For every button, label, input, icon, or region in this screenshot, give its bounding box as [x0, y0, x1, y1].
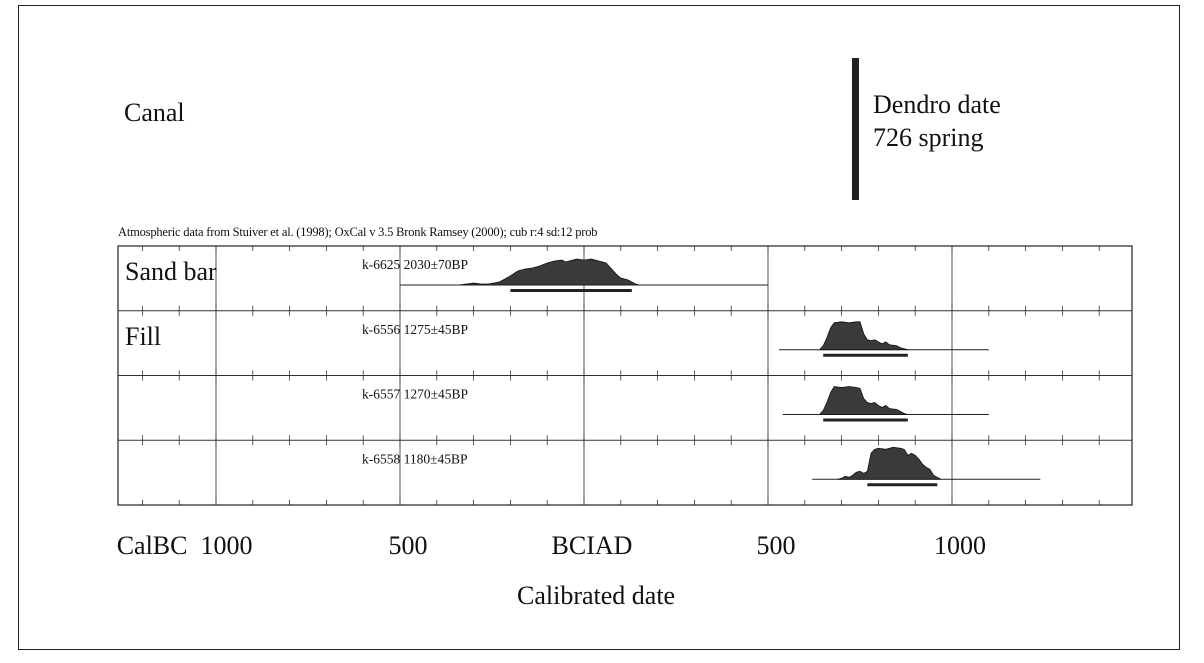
dendro-label-line1: Dendro date	[873, 90, 1001, 119]
dendro-label: Dendro date 726 spring	[873, 88, 1001, 154]
dendro-marker	[852, 58, 859, 200]
confidence-interval	[867, 483, 938, 487]
sample-label: k-6556 1275±45BP	[362, 322, 468, 337]
x-tick-label: CalBC 1000	[116, 531, 253, 560]
probability-distribution	[819, 321, 909, 351]
x-axis-label: Calibrated date	[517, 581, 676, 610]
sample-label: k-6558 1180±45BP	[362, 451, 468, 466]
x-tick-label: 500	[756, 531, 796, 560]
x-tick-label: BCIAD	[551, 531, 633, 560]
calibration-credit: Atmospheric data from Stuiver et al. (19…	[118, 225, 598, 239]
sample-label: k-6557 1270±45BP	[362, 387, 468, 402]
confidence-interval	[823, 353, 908, 357]
probability-distribution	[458, 258, 640, 286]
figure-title: Canal	[124, 98, 185, 127]
figure-frame	[18, 5, 1180, 650]
dendro-label-line2: 726 spring	[873, 123, 984, 152]
probability-distribution	[818, 386, 908, 415]
confidence-interval	[823, 418, 908, 422]
x-tick-label: 1000	[934, 531, 986, 560]
row-group-label: Sand bar	[125, 257, 217, 286]
sample-label: k-6625 2030±70BP	[362, 257, 468, 272]
x-tick-label: 500	[388, 531, 428, 560]
row-group-label: Fill	[125, 322, 161, 351]
probability-distribution	[837, 446, 942, 480]
confidence-interval	[510, 289, 632, 292]
